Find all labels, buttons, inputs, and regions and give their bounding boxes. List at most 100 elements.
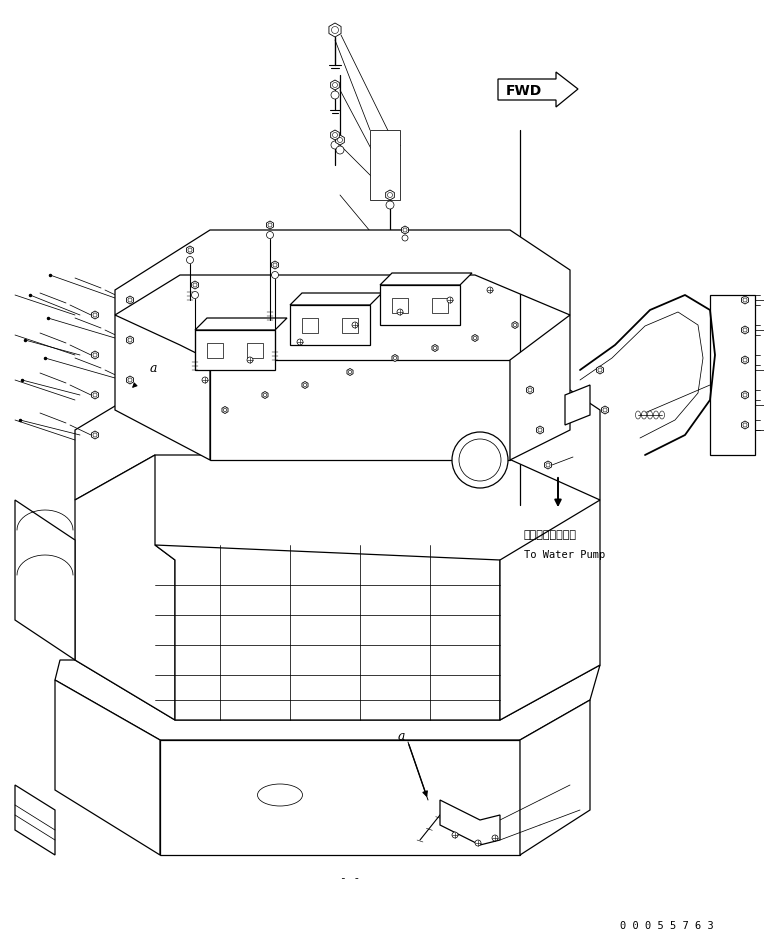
- Polygon shape: [290, 293, 382, 305]
- Circle shape: [743, 393, 747, 397]
- Circle shape: [402, 235, 408, 241]
- Polygon shape: [601, 406, 608, 414]
- Polygon shape: [127, 296, 134, 304]
- Text: 0 0 0 5 5 7 6 3: 0 0 0 5 5 7 6 3: [620, 921, 714, 931]
- Polygon shape: [565, 385, 590, 425]
- Polygon shape: [75, 455, 175, 720]
- Polygon shape: [545, 461, 552, 469]
- Polygon shape: [742, 421, 749, 429]
- Circle shape: [473, 336, 477, 340]
- Circle shape: [331, 141, 339, 149]
- Polygon shape: [92, 431, 99, 439]
- Ellipse shape: [653, 411, 659, 419]
- Circle shape: [268, 223, 272, 227]
- Bar: [432, 298, 448, 313]
- Circle shape: [475, 840, 481, 846]
- Polygon shape: [75, 370, 600, 500]
- Polygon shape: [271, 261, 278, 269]
- Text: To Water Pump: To Water Pump: [524, 550, 605, 560]
- Polygon shape: [155, 545, 500, 720]
- Polygon shape: [597, 366, 604, 374]
- Polygon shape: [335, 135, 345, 145]
- Polygon shape: [15, 785, 55, 855]
- Circle shape: [264, 393, 267, 397]
- Circle shape: [193, 283, 197, 287]
- Polygon shape: [210, 360, 510, 460]
- Circle shape: [93, 393, 97, 397]
- Circle shape: [128, 378, 132, 382]
- Circle shape: [447, 297, 453, 303]
- Polygon shape: [370, 130, 400, 200]
- Circle shape: [598, 368, 602, 372]
- Polygon shape: [92, 311, 99, 319]
- Circle shape: [603, 408, 607, 412]
- Text: a: a: [150, 362, 157, 375]
- Polygon shape: [380, 273, 472, 285]
- Circle shape: [352, 322, 358, 328]
- Polygon shape: [302, 381, 308, 389]
- Bar: [247, 343, 263, 358]
- Polygon shape: [742, 296, 749, 304]
- Polygon shape: [510, 315, 570, 460]
- Ellipse shape: [642, 411, 646, 419]
- Circle shape: [303, 383, 307, 387]
- Polygon shape: [440, 800, 500, 845]
- Polygon shape: [262, 392, 268, 398]
- Circle shape: [452, 832, 458, 838]
- Circle shape: [93, 433, 97, 437]
- Circle shape: [538, 428, 542, 432]
- Circle shape: [459, 439, 501, 481]
- Polygon shape: [55, 680, 160, 855]
- Circle shape: [93, 313, 97, 317]
- Circle shape: [332, 26, 338, 34]
- Circle shape: [743, 423, 747, 427]
- Polygon shape: [92, 391, 99, 399]
- Polygon shape: [267, 221, 274, 229]
- Circle shape: [331, 91, 339, 99]
- Polygon shape: [742, 391, 749, 399]
- Polygon shape: [742, 326, 749, 334]
- Polygon shape: [329, 23, 341, 37]
- Polygon shape: [386, 190, 394, 200]
- Polygon shape: [186, 246, 193, 254]
- Circle shape: [128, 298, 132, 302]
- Circle shape: [513, 323, 516, 327]
- Circle shape: [433, 346, 437, 349]
- Polygon shape: [536, 426, 543, 434]
- Circle shape: [297, 339, 303, 345]
- Circle shape: [546, 463, 550, 467]
- Circle shape: [452, 432, 508, 488]
- Circle shape: [192, 291, 199, 299]
- Text: - -: - -: [340, 873, 360, 883]
- Polygon shape: [380, 285, 460, 325]
- Polygon shape: [432, 345, 438, 351]
- Circle shape: [743, 358, 747, 362]
- Bar: [392, 298, 408, 313]
- Circle shape: [492, 835, 498, 841]
- Circle shape: [247, 357, 253, 363]
- Circle shape: [188, 248, 192, 252]
- Ellipse shape: [659, 411, 665, 419]
- Circle shape: [387, 192, 393, 197]
- Circle shape: [743, 328, 747, 332]
- Polygon shape: [127, 376, 134, 384]
- Circle shape: [332, 83, 338, 87]
- Circle shape: [336, 146, 344, 154]
- Circle shape: [186, 256, 193, 264]
- Polygon shape: [160, 740, 520, 855]
- Polygon shape: [392, 355, 398, 362]
- Circle shape: [386, 201, 394, 209]
- Circle shape: [271, 271, 279, 279]
- Polygon shape: [500, 500, 600, 720]
- Circle shape: [273, 263, 277, 267]
- Circle shape: [93, 353, 97, 357]
- Circle shape: [397, 309, 403, 315]
- Text: FWD: FWD: [506, 84, 542, 98]
- Polygon shape: [742, 356, 749, 364]
- Circle shape: [348, 370, 351, 374]
- Circle shape: [202, 377, 208, 383]
- Bar: [342, 318, 358, 333]
- Ellipse shape: [257, 784, 303, 806]
- Polygon shape: [526, 386, 533, 394]
- Polygon shape: [15, 500, 75, 660]
